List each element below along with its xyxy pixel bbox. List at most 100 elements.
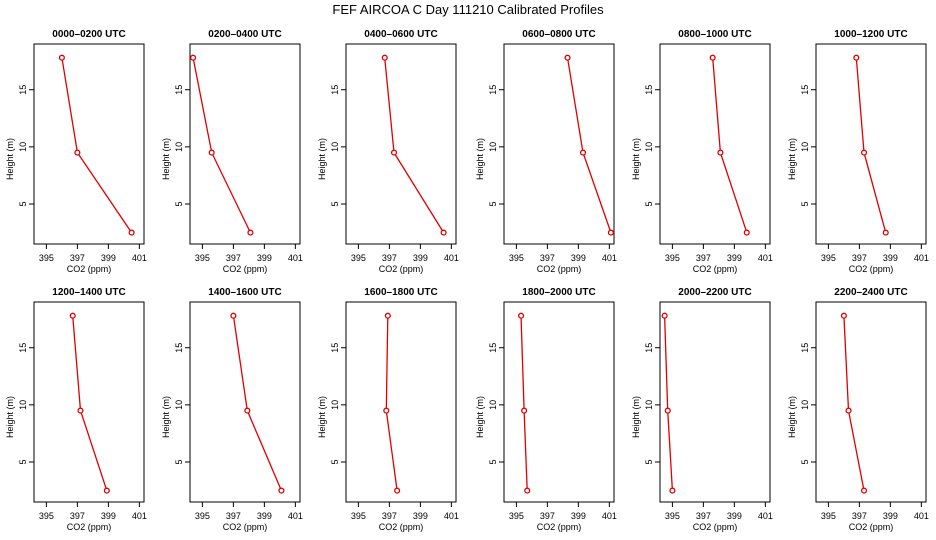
x-axis-label: CO2 (ppm) xyxy=(223,264,268,274)
x-tick-label: 401 xyxy=(132,511,147,521)
x-tick-label: 397 xyxy=(540,511,555,521)
y-axis-label: Height (m) xyxy=(317,396,327,438)
y-tick-label: 15 xyxy=(800,343,810,353)
y-tick-label: 5 xyxy=(18,201,28,206)
data-point xyxy=(524,487,531,494)
x-axis-label: CO2 (ppm) xyxy=(223,522,268,532)
x-tick-label: 399 xyxy=(727,253,742,263)
co2-profile-line xyxy=(566,57,612,233)
co2-profile-line xyxy=(384,57,445,233)
y-tick-label: 15 xyxy=(644,85,654,95)
data-point xyxy=(853,54,860,61)
plot-frame xyxy=(189,301,301,503)
data-point xyxy=(840,312,847,319)
x-tick-label: 401 xyxy=(444,253,459,263)
co2-profile-line xyxy=(192,57,251,233)
y-tick-label: 10 xyxy=(800,400,810,410)
panel-title: 0800–1000 UTC xyxy=(678,29,751,40)
x-axis-label: CO2 (ppm) xyxy=(849,264,894,274)
x-tick-label: 401 xyxy=(758,253,773,263)
x-tick-label: 401 xyxy=(914,253,929,263)
profile-panel: 2200–2400 UTC 395 397 399 401 5 10 15 CO2 (ppm) H… xyxy=(787,287,929,532)
data-point xyxy=(564,54,571,61)
data-point xyxy=(278,487,285,494)
profile-panel: 0000–0200 UTC 395 397 399 401 5 10 15 CO2 (ppm) H… xyxy=(5,29,147,274)
y-tick-label: 15 xyxy=(174,343,184,353)
y-axis-label: Height (m) xyxy=(787,396,797,438)
plot-frame xyxy=(503,43,615,245)
figure-title: FEF AIRCOA C Day 111210 Calibrated Profi… xyxy=(332,2,604,17)
y-axis-label: Height (m) xyxy=(5,396,15,438)
data-point xyxy=(743,229,750,236)
x-tick-label: 401 xyxy=(288,253,303,263)
x-tick-label: 401 xyxy=(758,511,773,521)
panel-title: 1800–2000 UTC xyxy=(522,287,595,298)
x-tick-label: 399 xyxy=(101,253,116,263)
data-point xyxy=(74,149,81,156)
data-point xyxy=(128,229,135,236)
panel-title: 0400–0600 UTC xyxy=(364,29,437,40)
y-tick-label: 5 xyxy=(488,459,498,464)
data-point xyxy=(390,149,398,156)
x-tick-label: 399 xyxy=(727,511,742,521)
plot-frame xyxy=(33,43,145,245)
plot-frame xyxy=(659,301,771,503)
y-tick-label: 10 xyxy=(800,142,810,152)
data-point xyxy=(381,54,388,61)
y-axis-label: Height (m) xyxy=(475,138,485,180)
data-point xyxy=(661,312,668,319)
panel-grid: 0000–0200 UTC 395 397 399 401 5 10 15 CO2 (ppm) H… xyxy=(5,29,929,532)
data-point xyxy=(521,407,528,414)
x-tick-label: 397 xyxy=(70,511,85,521)
y-tick-label: 5 xyxy=(800,201,810,206)
co2-profile-line xyxy=(232,315,282,491)
data-point xyxy=(579,149,587,156)
panel-title: 2200–2400 UTC xyxy=(834,287,907,298)
panel-title: 1200–1400 UTC xyxy=(52,287,125,298)
y-tick-label: 10 xyxy=(488,400,498,410)
x-axis-label: CO2 (ppm) xyxy=(693,264,738,274)
profile-panel: 0600–0800 UTC 395 397 399 401 5 10 15 CO2 (ppm) H… xyxy=(475,29,617,274)
profile-panel: 0800–1000 UTC 395 397 399 401 5 10 15 CO2 (ppm) H… xyxy=(631,29,773,274)
data-point xyxy=(440,229,447,236)
x-tick-label: 397 xyxy=(382,511,397,521)
y-tick-label: 15 xyxy=(174,85,184,95)
x-tick-label: 395 xyxy=(195,511,210,521)
data-point xyxy=(517,312,525,319)
data-point xyxy=(882,229,889,236)
y-tick-label: 5 xyxy=(644,201,654,206)
y-tick-label: 5 xyxy=(174,459,184,464)
y-tick-label: 15 xyxy=(488,85,498,95)
x-tick-label: 395 xyxy=(821,253,836,263)
y-axis-label: Height (m) xyxy=(5,138,15,180)
data-point xyxy=(860,149,868,156)
data-point xyxy=(244,407,251,414)
y-tick-label: 15 xyxy=(330,343,340,353)
x-tick-label: 395 xyxy=(195,253,210,263)
y-axis-label: Height (m) xyxy=(631,138,641,180)
data-point xyxy=(860,487,868,494)
x-tick-label: 395 xyxy=(351,511,366,521)
x-axis-label: CO2 (ppm) xyxy=(849,522,894,532)
x-axis-label: CO2 (ppm) xyxy=(693,522,738,532)
x-tick-label: 399 xyxy=(101,511,116,521)
y-tick-label: 5 xyxy=(488,201,498,206)
data-point xyxy=(669,487,676,494)
x-axis-label: CO2 (ppm) xyxy=(379,264,424,274)
y-axis-label: Height (m) xyxy=(787,138,797,180)
x-tick-label: 395 xyxy=(509,511,524,521)
data-point xyxy=(384,312,391,319)
x-axis-label: CO2 (ppm) xyxy=(537,522,582,532)
x-tick-label: 397 xyxy=(696,511,711,521)
x-tick-label: 397 xyxy=(70,253,85,263)
x-axis-label: CO2 (ppm) xyxy=(537,264,582,274)
y-tick-label: 10 xyxy=(330,400,340,410)
y-tick-label: 10 xyxy=(644,142,654,152)
x-tick-label: 399 xyxy=(571,511,586,521)
plot-frame xyxy=(815,301,927,503)
panel-title: 1600–1800 UTC xyxy=(364,287,437,298)
data-point xyxy=(664,407,671,414)
data-point xyxy=(394,487,401,494)
x-tick-label: 397 xyxy=(226,511,241,521)
